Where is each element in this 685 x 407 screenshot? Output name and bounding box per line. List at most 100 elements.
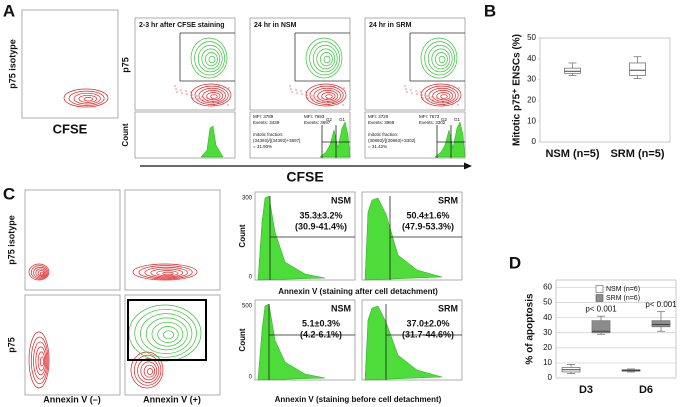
y-axis-label: % of apoptosis: [525, 293, 536, 365]
contour: [73, 92, 101, 105]
plot-frame: [249, 111, 351, 159]
plot-title: 24 hr in SRM: [369, 22, 412, 29]
stat-text: 35.3±3.2%: [300, 210, 343, 220]
contour: [321, 92, 336, 101]
stat-text: (4.2-6.1%): [300, 329, 342, 339]
event-dot: [289, 85, 291, 87]
y-axis-label: p75: [6, 337, 16, 353]
contour: [83, 97, 94, 102]
contour: [210, 94, 218, 99]
contour: [30, 265, 49, 280]
panel-label: D: [509, 253, 521, 272]
event-dot: [327, 101, 329, 103]
plot-frame: [124, 189, 221, 291]
event-dot: [442, 101, 444, 103]
event-dot: [410, 89, 412, 91]
y-axis-label: Mitotic p75⁺ ENSCs (%): [512, 34, 523, 146]
contour: [323, 55, 331, 64]
event-dot: [338, 86, 340, 88]
contour: [37, 270, 46, 277]
event-dot: [447, 102, 449, 104]
event-dot: [422, 97, 424, 99]
contour: [35, 268, 47, 278]
y-axis-label: Count: [121, 123, 130, 146]
panel-label: B: [484, 1, 496, 20]
histogram: [257, 195, 326, 281]
y-tick-label: 300: [242, 196, 253, 202]
contour: [325, 94, 333, 99]
event-dot: [227, 104, 229, 106]
event-dot: [186, 93, 188, 95]
event-dot: [306, 94, 308, 96]
contour: [309, 41, 340, 76]
event-dot: [411, 92, 413, 94]
gate-label: G1: [454, 117, 461, 122]
contour: [133, 354, 162, 386]
x-axis-label: Annexin V (staining before cell detachme…: [275, 395, 442, 404]
event-dot: [432, 99, 434, 101]
event-dot: [290, 88, 292, 90]
event-dot: [443, 104, 445, 106]
contour: [316, 48, 336, 70]
stat-text: = 31.90%: [253, 144, 272, 149]
event-dot: [426, 95, 428, 97]
event-dot: [223, 86, 225, 88]
legend-swatch: [595, 294, 604, 302]
y-tick-label: 50: [543, 298, 552, 307]
contour: [157, 326, 179, 343]
event-dot: [343, 87, 345, 89]
contour: [140, 361, 158, 381]
y-axis-label: p75: [120, 57, 130, 73]
plot-frame: [21, 9, 119, 119]
event-dot: [207, 100, 209, 102]
contour: [39, 356, 45, 367]
event-dot: [300, 90, 302, 92]
event-dot: [332, 102, 334, 104]
contour: [68, 90, 105, 106]
event-dot: [190, 91, 192, 93]
event-dot: [202, 99, 204, 101]
contour: [194, 41, 225, 76]
contour: [206, 92, 221, 101]
contour: [151, 321, 184, 347]
event-dot: [421, 94, 423, 96]
event-dot: [457, 104, 459, 106]
histogram: [200, 125, 224, 158]
legend-label: SRM (n=6): [606, 295, 640, 302]
contour: [424, 85, 459, 105]
contour: [317, 90, 339, 102]
contour: [33, 341, 48, 380]
y-tick-label: 10: [543, 358, 552, 367]
gate-label: G2: [441, 117, 448, 122]
contour: [205, 52, 218, 67]
event-dot: [213, 104, 215, 106]
group-label: SRM: [438, 195, 458, 205]
contour: [37, 351, 46, 371]
event-dot: [201, 96, 203, 98]
y-tick-label: 0: [532, 137, 537, 146]
stat-text: (30.9-41.4%): [295, 221, 347, 231]
contour: [138, 265, 193, 280]
gate-label: G2: [326, 117, 333, 122]
contour: [33, 266, 48, 279]
plot-frame: [539, 37, 671, 143]
event-dot: [321, 97, 323, 99]
event-dot: [176, 91, 178, 93]
plot-frame: [124, 294, 221, 396]
contour: [208, 55, 216, 64]
contour: [134, 308, 197, 358]
panel-label: C: [3, 184, 15, 203]
stat-text: Events: 3439: [253, 120, 280, 125]
arrow-head: [464, 162, 472, 170]
event-dot: [328, 104, 330, 106]
contour: [150, 268, 184, 278]
contour: [312, 44, 338, 73]
event-dot: [420, 91, 422, 93]
event-dot: [441, 98, 443, 100]
event-dot: [218, 85, 220, 87]
plot-frame: [361, 299, 463, 381]
contour: [438, 55, 446, 64]
stat-text: MFI: 3789: [253, 114, 274, 119]
plot-frame: [364, 111, 466, 159]
plot-frame: [24, 189, 121, 291]
